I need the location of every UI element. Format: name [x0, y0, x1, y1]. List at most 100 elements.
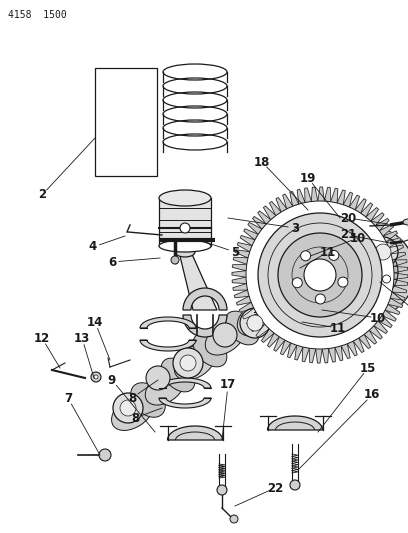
Circle shape	[315, 294, 325, 304]
Text: 8: 8	[128, 392, 136, 405]
Circle shape	[280, 286, 304, 310]
Text: 20: 20	[340, 212, 356, 224]
Polygon shape	[232, 187, 408, 363]
Circle shape	[373, 252, 381, 260]
Ellipse shape	[168, 106, 222, 122]
Text: 10: 10	[370, 311, 386, 325]
Text: 11: 11	[330, 321, 346, 335]
Ellipse shape	[205, 321, 245, 355]
Ellipse shape	[168, 120, 222, 136]
Circle shape	[290, 480, 300, 490]
Circle shape	[180, 223, 190, 233]
Text: 13: 13	[74, 332, 90, 344]
Circle shape	[292, 278, 302, 288]
Polygon shape	[179, 252, 217, 310]
Polygon shape	[140, 340, 196, 351]
Circle shape	[301, 251, 310, 261]
Ellipse shape	[225, 311, 259, 345]
Ellipse shape	[268, 281, 308, 315]
Text: 4158  1500: 4158 1500	[8, 10, 67, 20]
Text: 12: 12	[34, 332, 50, 344]
Circle shape	[180, 355, 196, 371]
Circle shape	[359, 285, 367, 293]
Circle shape	[213, 323, 237, 347]
Polygon shape	[254, 312, 310, 323]
Text: 9: 9	[108, 374, 116, 386]
Circle shape	[383, 275, 390, 283]
Ellipse shape	[175, 247, 195, 257]
Text: 5: 5	[231, 246, 239, 259]
Text: 3: 3	[291, 222, 299, 235]
Circle shape	[246, 201, 394, 349]
Circle shape	[99, 449, 111, 461]
Ellipse shape	[300, 261, 340, 295]
Polygon shape	[268, 416, 322, 430]
Circle shape	[173, 348, 203, 378]
Ellipse shape	[255, 291, 289, 325]
Text: 18: 18	[254, 156, 270, 168]
Text: 10: 10	[350, 231, 366, 245]
Text: 15: 15	[360, 361, 376, 375]
Ellipse shape	[168, 78, 222, 94]
Bar	[95, 68, 157, 176]
Ellipse shape	[403, 219, 408, 225]
Text: 22: 22	[267, 481, 283, 495]
Circle shape	[343, 251, 367, 275]
Ellipse shape	[322, 252, 354, 284]
Circle shape	[325, 227, 408, 317]
Ellipse shape	[145, 371, 185, 405]
Circle shape	[217, 485, 227, 495]
Text: 21: 21	[340, 229, 356, 241]
Ellipse shape	[168, 64, 222, 80]
Ellipse shape	[159, 190, 211, 206]
Text: 2: 2	[38, 189, 46, 201]
Ellipse shape	[289, 272, 321, 304]
Text: 19: 19	[300, 172, 316, 184]
Text: 7: 7	[64, 392, 72, 405]
Ellipse shape	[131, 383, 165, 417]
Polygon shape	[168, 426, 222, 440]
Circle shape	[307, 270, 337, 300]
Ellipse shape	[174, 344, 216, 380]
Polygon shape	[254, 289, 310, 300]
Circle shape	[247, 315, 263, 331]
Bar	[159, 198, 211, 246]
Circle shape	[120, 400, 136, 416]
Circle shape	[338, 277, 348, 287]
Circle shape	[171, 256, 179, 264]
Text: 16: 16	[364, 389, 380, 401]
Ellipse shape	[168, 92, 222, 108]
Polygon shape	[159, 398, 211, 408]
Circle shape	[240, 308, 270, 338]
Text: 6: 6	[108, 255, 116, 269]
Circle shape	[329, 251, 339, 261]
Text: 4: 4	[89, 240, 97, 254]
Circle shape	[314, 277, 330, 293]
Circle shape	[304, 259, 336, 291]
Text: 8: 8	[131, 411, 139, 424]
Circle shape	[349, 261, 357, 269]
Circle shape	[94, 375, 98, 379]
Text: 17: 17	[220, 378, 236, 392]
Wedge shape	[183, 315, 227, 337]
Circle shape	[91, 372, 101, 382]
Text: 11: 11	[320, 246, 336, 259]
Circle shape	[278, 233, 362, 317]
Circle shape	[113, 393, 143, 423]
Text: 14: 14	[87, 316, 103, 328]
Ellipse shape	[161, 358, 195, 392]
Ellipse shape	[111, 393, 155, 431]
Polygon shape	[140, 317, 196, 328]
Polygon shape	[159, 378, 211, 388]
Circle shape	[146, 366, 170, 390]
Circle shape	[258, 213, 382, 337]
Circle shape	[368, 237, 398, 267]
Ellipse shape	[334, 240, 376, 276]
Ellipse shape	[168, 134, 222, 150]
Ellipse shape	[159, 240, 211, 252]
Wedge shape	[183, 288, 227, 310]
Circle shape	[342, 244, 398, 300]
Ellipse shape	[237, 300, 279, 336]
Circle shape	[375, 244, 391, 260]
Ellipse shape	[193, 333, 227, 367]
